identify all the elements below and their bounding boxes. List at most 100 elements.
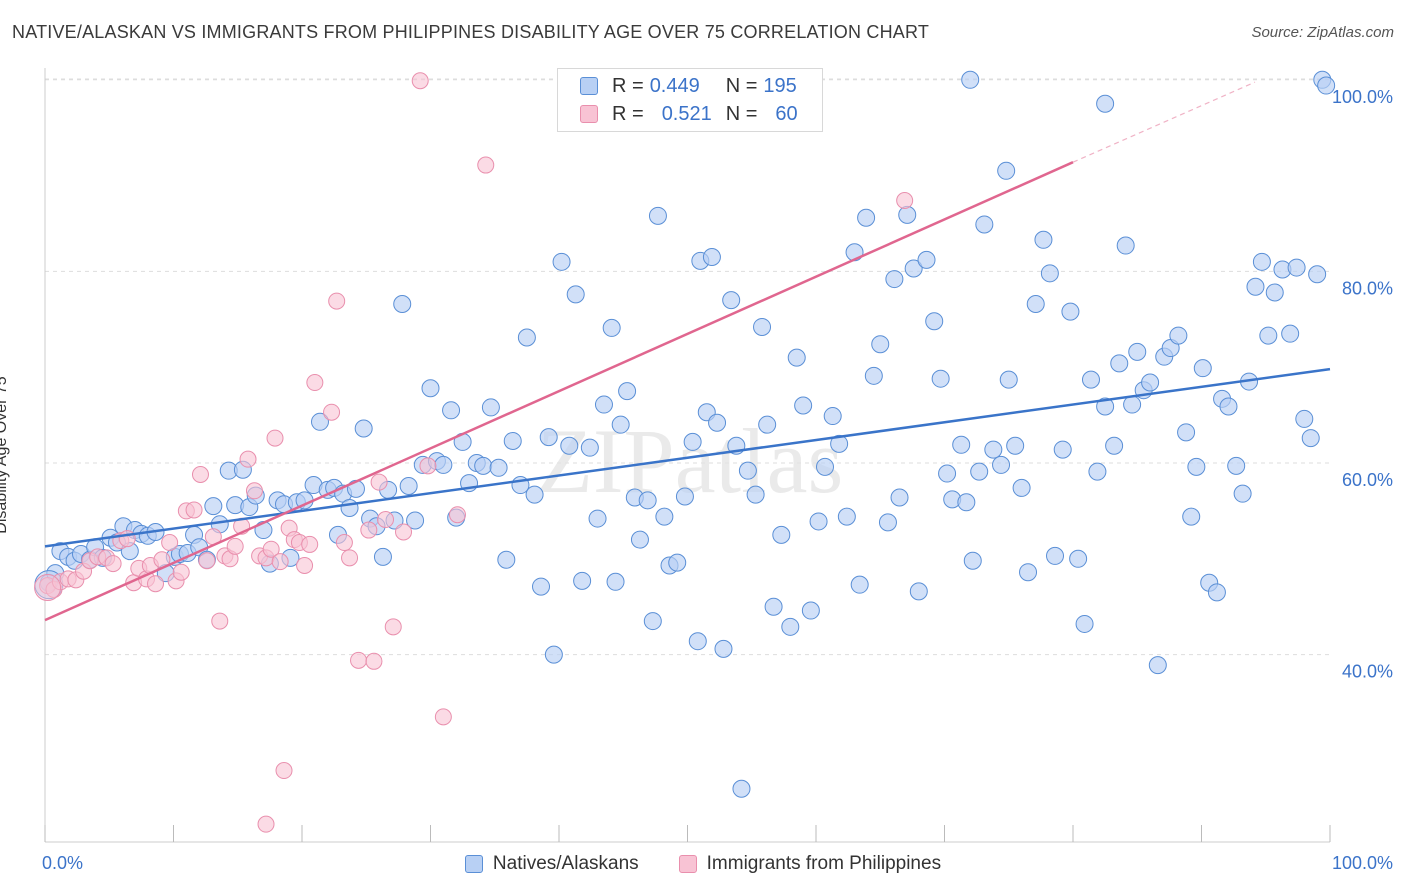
data-point-natives <box>566 285 585 304</box>
data-point-natives <box>618 382 637 401</box>
data-point-natives <box>532 577 551 596</box>
data-point-natives <box>1128 342 1147 361</box>
y-tick-label: 40.0% <box>1342 662 1393 682</box>
data-point-natives <box>1105 436 1124 455</box>
data-point-natives <box>573 571 592 590</box>
data-point-natives <box>999 370 1018 389</box>
trend-line-natives <box>44 367 1331 548</box>
x-tick-label: 100.0% <box>1332 853 1393 873</box>
data-point-natives <box>758 415 777 434</box>
data-point-philippines <box>147 575 165 593</box>
n-label: N = <box>725 74 758 97</box>
r-value: 0.449 <box>649 74 700 97</box>
data-point-philippines <box>239 450 257 468</box>
data-point-philippines <box>226 537 244 555</box>
data-point-natives <box>525 485 544 504</box>
data-point-natives <box>1081 370 1100 389</box>
data-point-philippines <box>198 552 216 570</box>
data-point-natives <box>1265 283 1284 302</box>
data-point-natives <box>1012 478 1031 497</box>
data-point-natives <box>975 215 994 234</box>
data-point-natives <box>794 396 813 415</box>
data-point-natives <box>746 485 765 504</box>
data-point-natives <box>1233 484 1252 503</box>
data-point-philippines <box>104 555 122 573</box>
data-point-natives <box>1034 230 1053 249</box>
n-label: N = <box>725 102 758 125</box>
data-point-natives <box>497 550 516 569</box>
data-point-natives <box>588 509 607 528</box>
data-point-philippines <box>211 612 229 630</box>
data-point-natives <box>1193 359 1212 378</box>
data-point-natives <box>560 436 579 455</box>
r-label: R = <box>612 102 644 125</box>
data-point-philippines <box>419 457 437 475</box>
data-point-philippines <box>360 521 378 539</box>
data-point-natives <box>1317 76 1336 95</box>
data-point-philippines <box>335 534 353 552</box>
data-point-natives <box>772 525 791 544</box>
data-point-natives <box>732 779 751 798</box>
data-point-natives <box>1110 354 1129 373</box>
data-point-philippines <box>275 762 293 780</box>
data-point-natives <box>952 435 971 454</box>
data-point-philippines <box>34 574 62 602</box>
data-point-natives <box>1182 507 1201 526</box>
pink-swatch-icon <box>678 855 697 873</box>
series-legend: Natives/Alaskans Immigrants from Philipp… <box>0 852 1406 876</box>
data-point-natives <box>992 455 1011 474</box>
data-point-philippines <box>434 708 452 726</box>
data-point-natives <box>1252 252 1271 271</box>
data-point-philippines <box>257 815 275 833</box>
legend-row-philippines: R = 0.521 N = 60 <box>580 99 798 129</box>
data-point-natives <box>1281 324 1300 343</box>
data-point-philippines <box>301 535 319 553</box>
data-point-natives <box>517 328 536 347</box>
data-point-natives <box>1019 563 1038 582</box>
data-point-natives <box>917 250 936 269</box>
legend-item-natives: Natives/Alaskans <box>464 853 639 875</box>
data-point-natives <box>885 270 904 289</box>
data-point-natives <box>1026 294 1045 313</box>
data-point-philippines <box>411 72 429 90</box>
y-tick-label: 60.0% <box>1342 470 1393 490</box>
data-point-natives <box>997 161 1016 180</box>
data-point-natives <box>1040 264 1059 283</box>
data-point-natives <box>753 317 772 336</box>
data-point-natives <box>655 507 674 526</box>
data-point-natives <box>503 431 522 450</box>
data-point-philippines <box>328 292 346 310</box>
data-point-natives <box>1053 440 1072 459</box>
data-point-natives <box>931 369 950 388</box>
data-point-natives <box>539 428 558 447</box>
data-point-philippines <box>262 540 280 558</box>
data-point-philippines <box>395 523 413 541</box>
data-point-natives <box>970 462 989 481</box>
data-point-natives <box>787 348 806 367</box>
n-value: 60 <box>775 102 798 125</box>
data-point-natives <box>1287 258 1306 277</box>
data-point-natives <box>837 507 856 526</box>
data-point-natives <box>474 456 493 475</box>
trend-extension-philippines <box>1072 81 1256 163</box>
data-point-natives <box>630 530 649 549</box>
data-point-natives <box>373 547 392 566</box>
data-point-natives <box>1061 302 1080 321</box>
data-point-natives <box>1259 326 1278 345</box>
blue-swatch-icon <box>580 77 598 95</box>
blue-swatch-icon <box>464 855 483 873</box>
data-point-natives <box>801 601 820 620</box>
data-point-natives <box>442 401 461 420</box>
data-point-natives <box>683 432 702 451</box>
data-point-natives <box>1046 546 1065 565</box>
data-point-natives <box>481 398 500 417</box>
data-point-natives <box>1207 583 1226 602</box>
data-point-natives <box>764 597 783 616</box>
chart-title: NATIVE/ALASKAN VS IMMIGRANTS FROM PHILIP… <box>12 22 930 42</box>
data-point-natives <box>675 487 694 506</box>
data-point-philippines <box>296 557 314 575</box>
data-point-natives <box>830 434 849 453</box>
data-point-natives <box>421 379 440 398</box>
data-point-philippines <box>191 465 209 483</box>
data-point-natives <box>544 645 563 664</box>
